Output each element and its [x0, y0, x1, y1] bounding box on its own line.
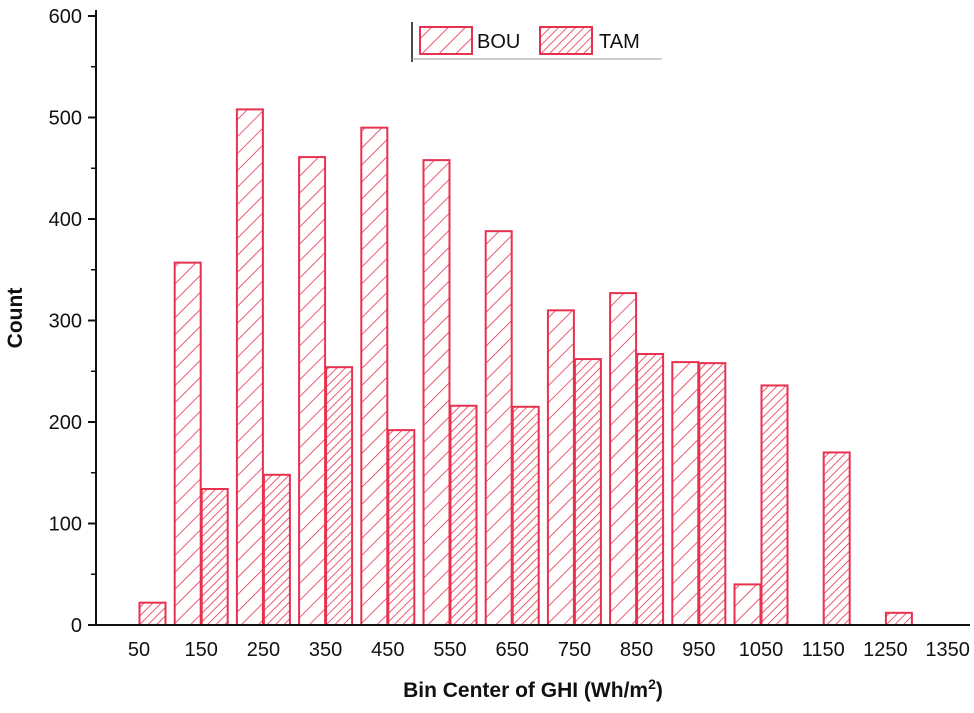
bar-tam: [884, 611, 913, 627]
y-tick-label: 100: [49, 514, 82, 536]
bar-bou-750: [546, 309, 575, 626]
bar-bou: [609, 292, 638, 626]
x-tick-label: 450: [371, 639, 404, 661]
bar-tam: [449, 404, 478, 627]
x-axis: 50 150 250 350 450 550 650 750 850 950 1050 1150 125…: [128, 639, 970, 661]
bar-bou-450: [360, 126, 389, 627]
bar-tam: [822, 451, 851, 627]
bar-bou: [298, 156, 327, 627]
bar-bou: [733, 583, 762, 627]
bar-bou: [360, 126, 389, 627]
bar-tam-650: [511, 405, 540, 626]
bar-tam-450: [387, 429, 416, 626]
bar-tam-550: [449, 404, 478, 627]
bar-tam: [760, 384, 789, 626]
bar-bou-250: [235, 108, 264, 626]
y-tick-label: 600: [49, 6, 82, 28]
x-tick-label: 150: [185, 639, 218, 661]
bar-tam: [262, 473, 291, 626]
x-tick-label: 950: [682, 639, 715, 661]
x-tick-label: 350: [309, 639, 342, 661]
bar-tam-950: [698, 362, 727, 626]
bar-tam-50: [138, 601, 167, 626]
bar-tam: [573, 358, 602, 626]
x-axis-title-superscript: 2: [648, 676, 656, 692]
legend-item-tam: TAM: [539, 26, 640, 55]
y-tick-label: 0: [71, 615, 82, 637]
legend-swatch: [539, 26, 593, 55]
bar-tam: [636, 352, 665, 626]
y-tick-label: 400: [49, 209, 82, 231]
x-tick-label: 1050: [739, 639, 784, 661]
bar-tam: [200, 487, 229, 626]
legend-swatch: [419, 26, 473, 55]
legend-label: TAM: [599, 31, 640, 53]
y-tick-label: 300: [49, 311, 82, 333]
bar-bou-850: [609, 292, 638, 626]
bar-tam-350: [325, 366, 354, 626]
bar-bou-550: [422, 159, 451, 626]
bar-bou-650: [484, 230, 513, 626]
bar-bou: [235, 108, 264, 626]
bar-tam: [138, 601, 167, 626]
bar-bou-950: [671, 361, 700, 626]
bar-bou-150: [173, 261, 202, 626]
bar-tam-750: [573, 358, 602, 626]
x-tick-label: 50: [128, 639, 150, 661]
bar-tam-1150: [822, 451, 851, 627]
bar-bou: [671, 361, 700, 626]
x-tick-label: 250: [247, 639, 280, 661]
x-tick-label: 550: [433, 639, 466, 661]
bar-bou: [422, 159, 451, 626]
bar-bou-1050: [733, 583, 762, 627]
x-tick-label: 650: [496, 639, 529, 661]
legend-label: BOU: [477, 31, 520, 53]
x-tick-label: 850: [620, 639, 653, 661]
legend: BOU TAM: [411, 22, 662, 62]
x-tick-label: 1150: [802, 639, 845, 661]
bar-tam-850: [636, 352, 665, 626]
x-tick-label: 1350: [925, 639, 970, 661]
bar-tam: [325, 366, 354, 626]
bar-tam: [387, 429, 416, 626]
x-tick-label: 1250: [863, 639, 908, 661]
bar-tam-1250: [884, 611, 913, 627]
bar-tam-1050: [760, 384, 789, 626]
bar-bou: [546, 309, 575, 626]
y-axis: 0 100 200 300 400 500 600: [49, 6, 96, 637]
y-axis-title: Count: [4, 288, 27, 349]
x-axis-title-suffix: ): [656, 679, 663, 702]
bar-tam: [698, 362, 727, 626]
x-axis-title: Bin Center of GHI (Wh/m2): [403, 676, 663, 702]
bar-bou-350: [298, 156, 327, 627]
y-tick-label: 200: [49, 412, 82, 434]
bar-tam-250: [262, 473, 291, 626]
bar-bou: [484, 230, 513, 626]
bars: [138, 108, 913, 627]
bar-bou: [173, 261, 202, 626]
x-tick-label: 750: [558, 639, 591, 661]
legend-item-bou: BOU: [419, 26, 520, 55]
bar-tam: [511, 405, 540, 626]
y-tick-label: 500: [49, 108, 82, 130]
bar-tam-150: [200, 487, 229, 626]
x-axis-title-main: Bin Center of GHI (Wh/m: [403, 679, 648, 702]
